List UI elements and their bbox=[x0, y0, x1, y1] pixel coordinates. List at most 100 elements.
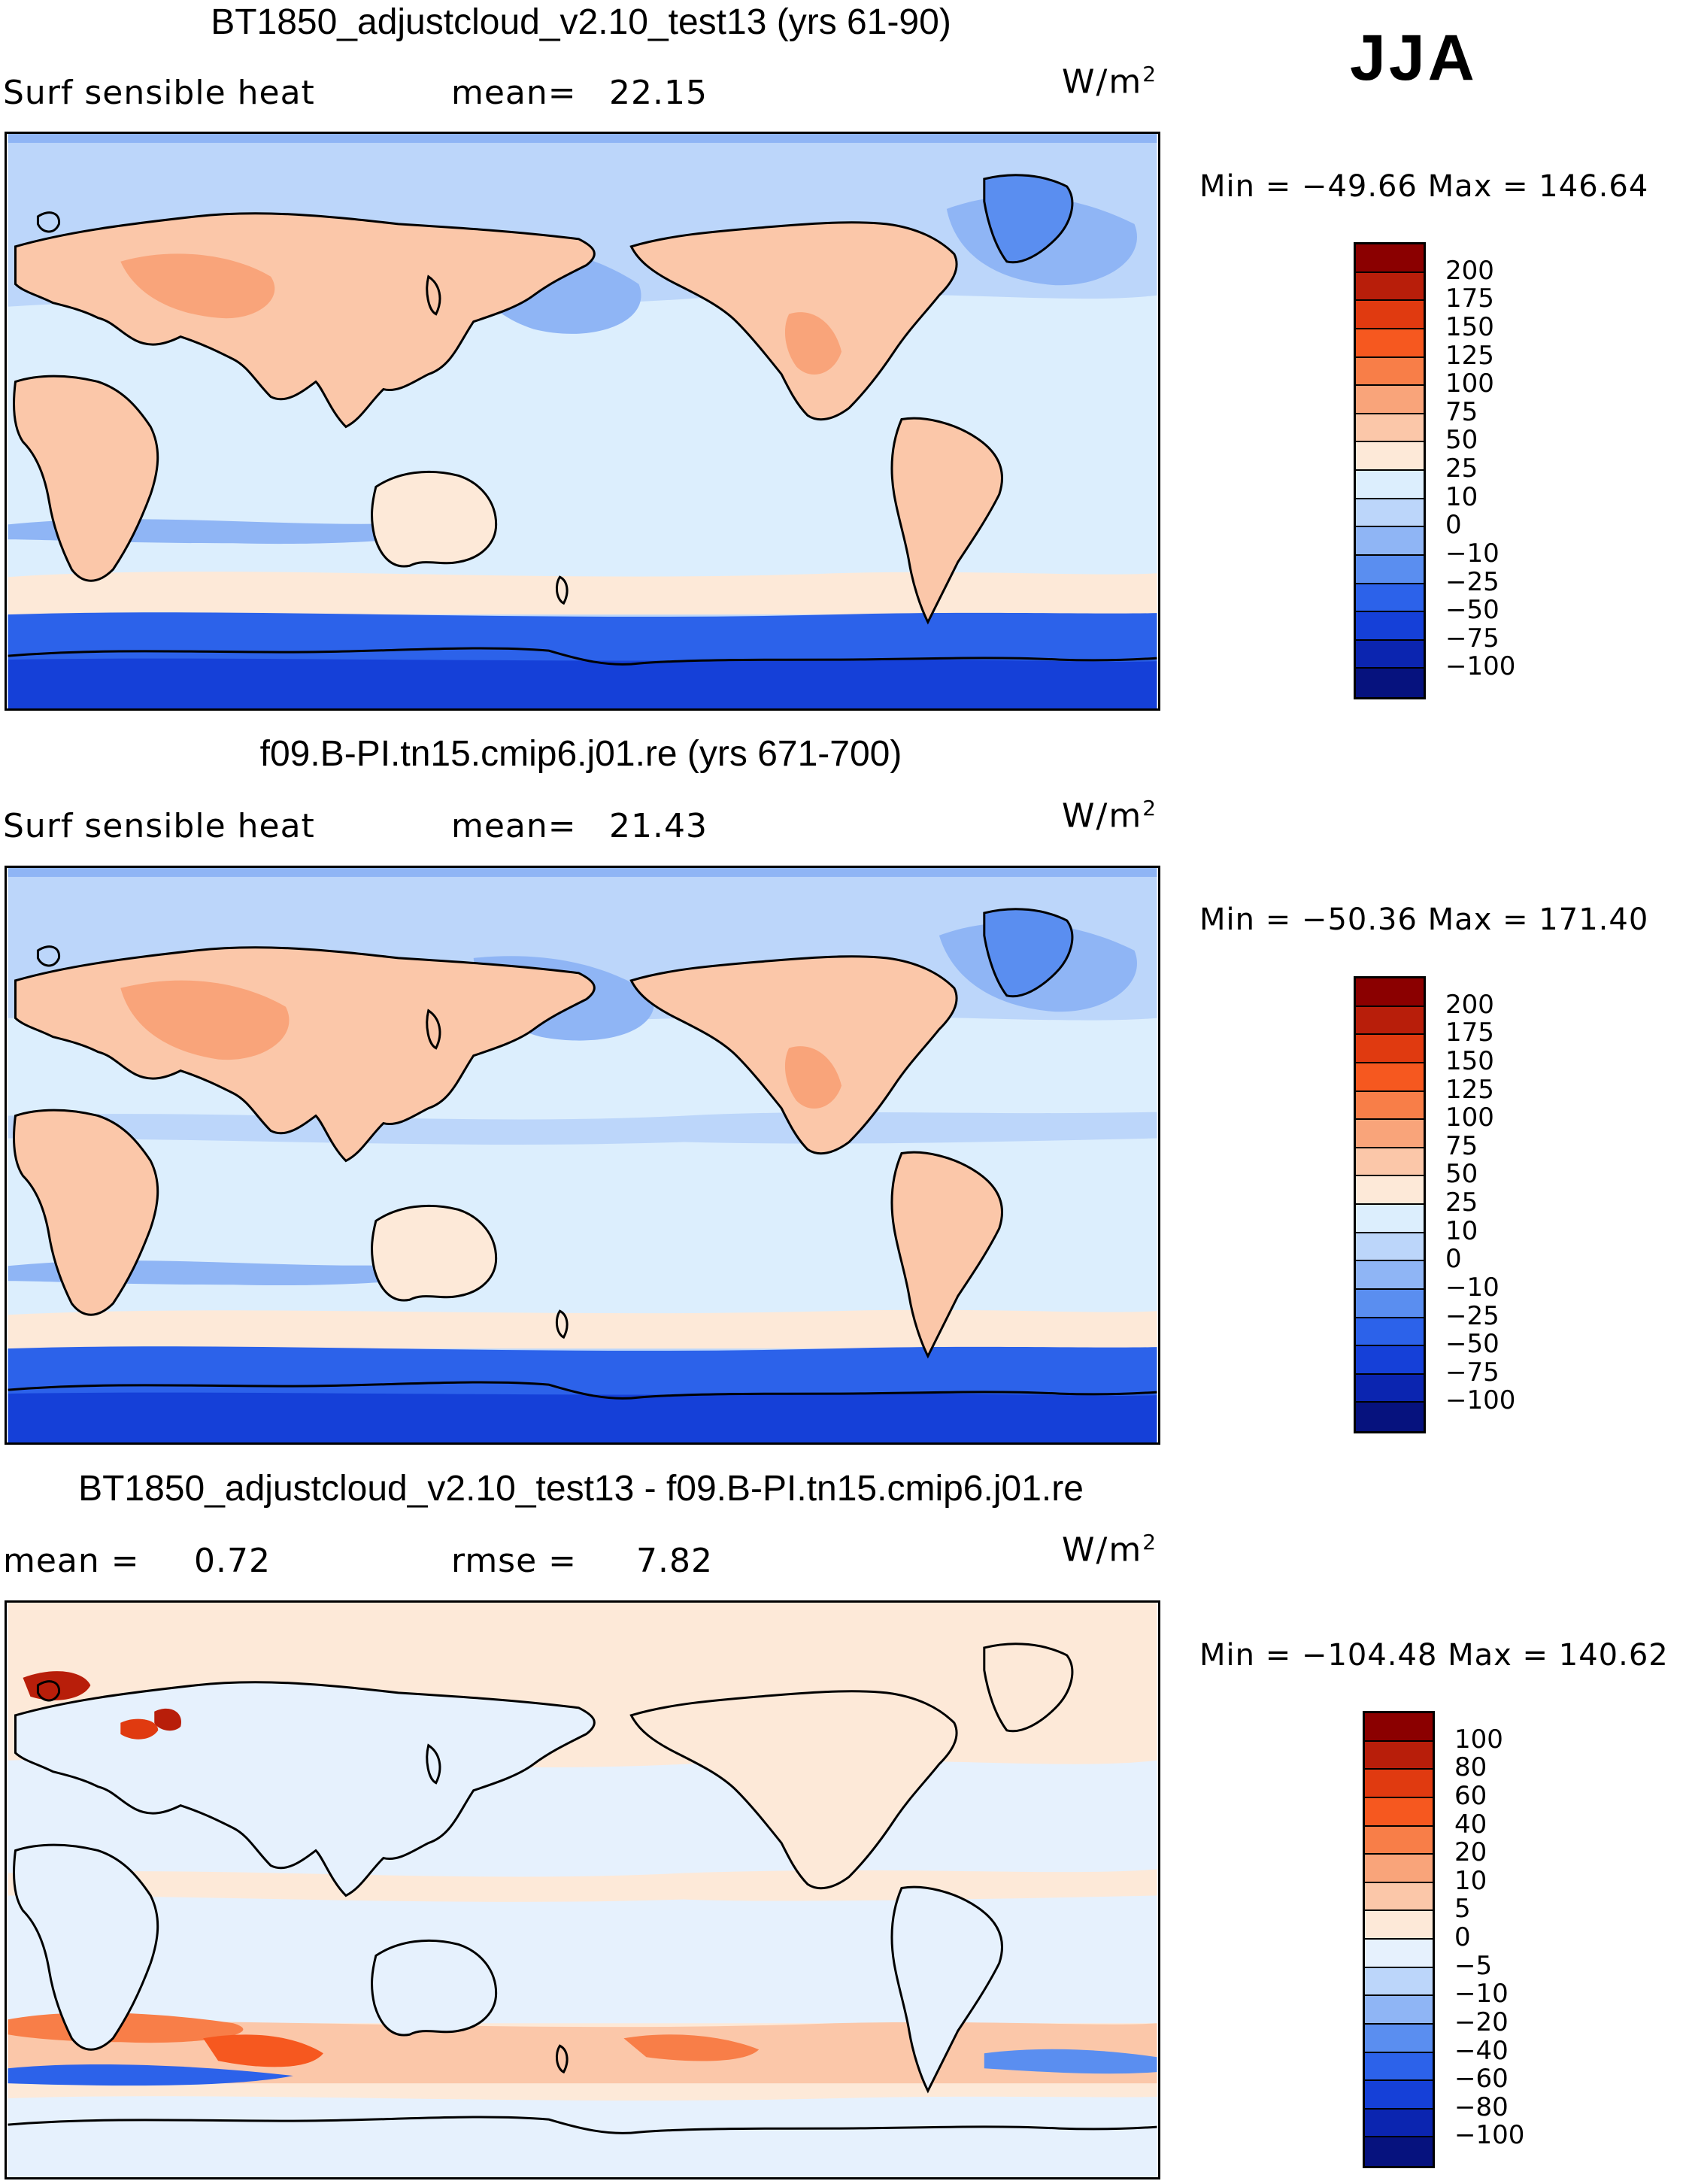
colorbar-label: −20 bbox=[1454, 2007, 1509, 2037]
colorbar-label: −10 bbox=[1445, 1272, 1500, 1303]
colorbar-swatch bbox=[1356, 1006, 1424, 1036]
colorbar-swatch bbox=[1365, 1855, 1433, 1883]
colorbar-label: 0 bbox=[1445, 510, 1462, 541]
colorbar-label: 10 bbox=[1445, 1215, 1478, 1246]
colorbar-swatch bbox=[1356, 1289, 1424, 1318]
panel-1-units-exp: 2 bbox=[1142, 62, 1158, 86]
colorbar-label: 0 bbox=[1445, 1244, 1462, 1275]
panel-1-colorbar bbox=[1354, 242, 1426, 699]
colorbar-label: 0 bbox=[1454, 1922, 1471, 1952]
colorbar-swatch bbox=[1356, 1091, 1424, 1121]
panel-1-variable-label: Surf sensible heat bbox=[3, 74, 315, 112]
panel-3-title: BT1850_adjustcloud_v2.10_test13 - f09.B-… bbox=[78, 1469, 1084, 1509]
colorbar-swatch bbox=[1356, 640, 1424, 669]
panel-3-min-max: Min = −104.48 Max = 140.62 bbox=[1199, 1638, 1669, 1673]
colorbar-label: 75 bbox=[1445, 396, 1478, 427]
panel-3-map bbox=[5, 1600, 1160, 2179]
colorbar-swatch bbox=[1356, 1374, 1424, 1403]
panel-2-units-base: W/m bbox=[1062, 796, 1143, 836]
colorbar-swatch bbox=[1356, 1148, 1424, 1177]
colorbar-swatch bbox=[1356, 612, 1424, 641]
colorbar-swatch bbox=[1365, 1996, 1433, 2025]
panel-1-colorbar-labels: 200 175 150 125 100 75 50 25 10 0 −10 −25 −50 −75 −100 bbox=[1445, 242, 1596, 699]
colorbar-swatch bbox=[1356, 1205, 1424, 1233]
colorbar-label: 125 bbox=[1445, 1074, 1494, 1105]
colorbar-swatch bbox=[1365, 1826, 1433, 1855]
colorbar-label: 20 bbox=[1454, 1837, 1487, 1868]
colorbar-swatch bbox=[1356, 978, 1424, 1007]
panel-3-mean-label: mean = bbox=[3, 1542, 140, 1580]
colorbar-label: −50 bbox=[1445, 1329, 1500, 1360]
colorbar-swatch bbox=[1356, 584, 1424, 613]
colorbar-swatch bbox=[1365, 1713, 1433, 1742]
colorbar-label: −75 bbox=[1445, 623, 1500, 654]
panel-2-units-exp: 2 bbox=[1142, 796, 1158, 821]
colorbar-label: 25 bbox=[1445, 1188, 1478, 1218]
colorbar-swatch bbox=[1356, 1346, 1424, 1375]
colorbar-swatch bbox=[1365, 2137, 1433, 2166]
colorbar-swatch bbox=[1356, 669, 1424, 697]
panel-3-units-base: W/m bbox=[1062, 1530, 1143, 1570]
colorbar-swatch bbox=[1365, 1911, 1433, 1940]
colorbar-swatch bbox=[1365, 1770, 1433, 1798]
colorbar-swatch bbox=[1356, 1233, 1424, 1262]
colorbar-swatch bbox=[1365, 2024, 1433, 2053]
colorbar-label: −100 bbox=[1445, 651, 1516, 682]
panel-2-units: W/m2 bbox=[1062, 796, 1157, 836]
colorbar-label: 150 bbox=[1445, 1045, 1494, 1076]
colorbar-label: −25 bbox=[1445, 1300, 1500, 1331]
colorbar-swatch bbox=[1356, 527, 1424, 556]
colorbar-label: −40 bbox=[1454, 2035, 1509, 2066]
colorbar-swatch bbox=[1365, 1882, 1433, 1912]
colorbar-swatch bbox=[1356, 442, 1424, 471]
panel-2-colorbar bbox=[1354, 976, 1426, 1433]
colorbar-label: 5 bbox=[1454, 1894, 1471, 1925]
panel-2-variable-label: Surf sensible heat bbox=[3, 807, 315, 845]
colorbar-swatch bbox=[1356, 357, 1424, 387]
colorbar-label: 10 bbox=[1454, 1865, 1487, 1896]
colorbar-swatch bbox=[1365, 1741, 1433, 1770]
colorbar-swatch bbox=[1356, 1261, 1424, 1290]
panel-3-rmse-label: rmse = bbox=[451, 1542, 578, 1580]
colorbar-label: 125 bbox=[1445, 340, 1494, 371]
colorbar-swatch bbox=[1356, 386, 1424, 414]
panel-1-mean-value: 22.15 bbox=[609, 74, 708, 112]
colorbar-swatch bbox=[1356, 1318, 1424, 1347]
colorbar-label: −100 bbox=[1445, 1385, 1516, 1416]
colorbar-label: 200 bbox=[1445, 989, 1494, 1020]
colorbar-label: 50 bbox=[1445, 425, 1478, 456]
colorbar-label: 200 bbox=[1445, 255, 1494, 286]
panel-2-mean-label: mean= bbox=[451, 807, 577, 845]
colorbar-swatch bbox=[1365, 2109, 1433, 2138]
colorbar-label: 150 bbox=[1445, 311, 1494, 342]
colorbar-label: −10 bbox=[1454, 1979, 1509, 2010]
colorbar-swatch bbox=[1356, 555, 1424, 584]
colorbar-swatch bbox=[1356, 499, 1424, 528]
colorbar-swatch bbox=[1356, 329, 1424, 358]
panel-3-units: W/m2 bbox=[1062, 1530, 1157, 1570]
panel-1-min-max: Min = −49.66 Max = 146.64 bbox=[1199, 169, 1649, 204]
panel-1-units-base: W/m bbox=[1062, 62, 1143, 102]
panel-3-colorbar-labels: 100 80 60 40 20 10 5 0 −5 −10 −20 −40 −60 −80 −100 bbox=[1454, 1711, 1605, 2168]
colorbar-label: −50 bbox=[1445, 595, 1500, 626]
colorbar-swatch bbox=[1365, 1797, 1433, 1827]
colorbar-swatch bbox=[1356, 1120, 1424, 1148]
colorbar-label: 60 bbox=[1454, 1780, 1487, 1811]
season-label: JJA bbox=[1350, 22, 1478, 94]
colorbar-label: −25 bbox=[1445, 566, 1500, 597]
panel-2-map bbox=[5, 866, 1160, 1445]
colorbar-swatch bbox=[1356, 244, 1424, 273]
panel-2-title: f09.B-PI.tn15.cmip6.j01.re (yrs 671-700) bbox=[259, 734, 902, 774]
panel-3-colorbar bbox=[1363, 1711, 1435, 2168]
colorbar-swatch bbox=[1365, 1967, 1433, 1997]
colorbar-label: 100 bbox=[1454, 1724, 1503, 1755]
colorbar-swatch bbox=[1365, 2052, 1433, 2082]
colorbar-label: −60 bbox=[1454, 2064, 1509, 2095]
colorbar-label: 10 bbox=[1445, 481, 1478, 512]
colorbar-label: −80 bbox=[1454, 2091, 1509, 2122]
colorbar-label: 175 bbox=[1445, 284, 1494, 314]
colorbar-label: 75 bbox=[1445, 1130, 1478, 1161]
colorbar-label: 100 bbox=[1445, 369, 1494, 399]
colorbar-label: −10 bbox=[1445, 538, 1500, 569]
panel-2-min-max: Min = −50.36 Max = 171.40 bbox=[1199, 902, 1649, 937]
